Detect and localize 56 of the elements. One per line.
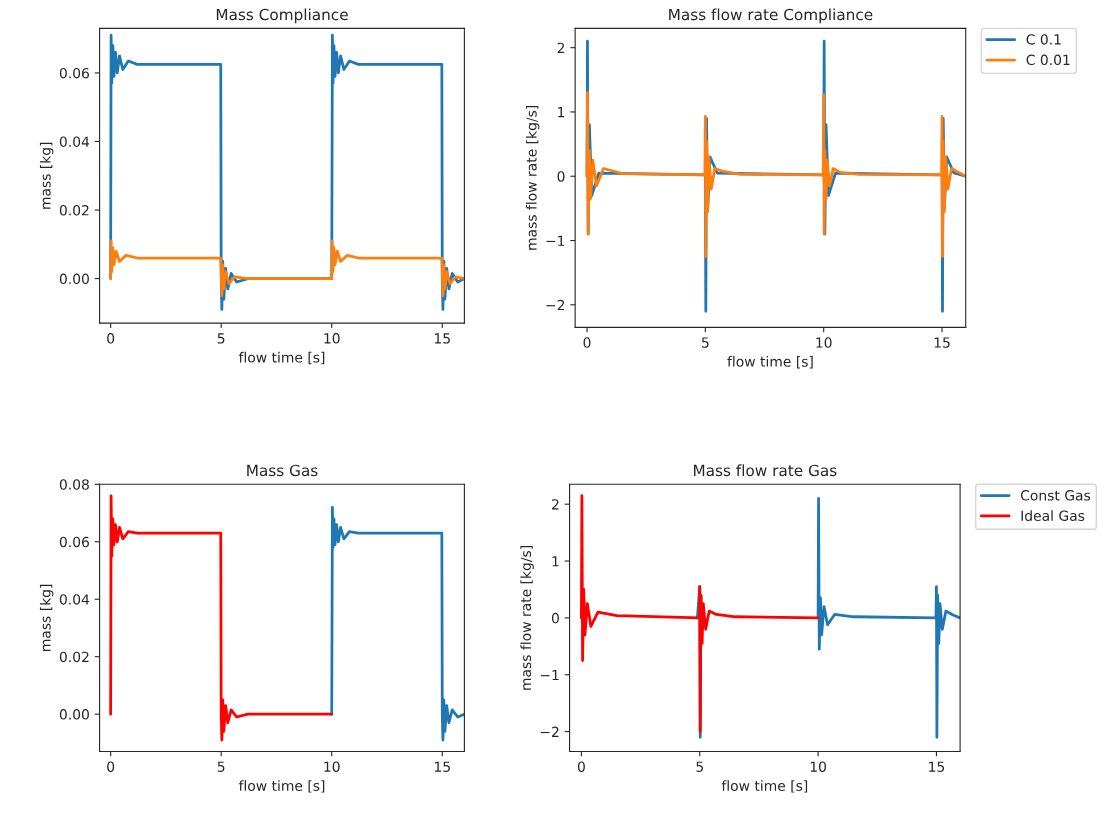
- y-axis-title: mass flow rate [kg/s]: [525, 105, 540, 250]
- y-tick-label: 0.02: [59, 205, 89, 216]
- x-tick-label: 0: [577, 761, 585, 772]
- y-tick-label: 0.08: [59, 479, 89, 490]
- line-series: [109, 494, 334, 742]
- x-tick-label: 15: [929, 761, 945, 772]
- x-tick-label: 10: [324, 333, 340, 344]
- y-tick-label: 0.04: [59, 136, 90, 147]
- line-series: [330, 505, 465, 742]
- y-tick-label: −1: [546, 235, 565, 246]
- x-axis-title: flow time [s]: [721, 780, 808, 793]
- y-axis-title: mass [kg]: [39, 584, 54, 651]
- y-tick-label: −2: [540, 726, 559, 737]
- y-axis-title: mass flow rate [kg/s]: [520, 546, 534, 690]
- y-tick-label: −1: [540, 669, 559, 681]
- y-tick-label: 1: [552, 556, 559, 567]
- x-tick-label: 0: [583, 337, 591, 348]
- y-axis-title: mass [kg]: [39, 142, 54, 209]
- y-tick-label: −2: [546, 299, 565, 311]
- line-series: [580, 494, 820, 733]
- x-axis-title: flow time [s]: [238, 780, 325, 793]
- y-tick-label: 0.00: [59, 273, 89, 285]
- x-tick-label: 5: [702, 337, 709, 348]
- x-tick-label: 10: [810, 761, 826, 772]
- chart-title: Mass Gas: [247, 464, 318, 477]
- y-tick-label: 0.06: [59, 67, 89, 79]
- y-tick-label: 0: [557, 171, 565, 182]
- x-tick-label: 15: [434, 761, 450, 772]
- x-tick-label: 10: [816, 337, 832, 348]
- y-tick-label: 2: [552, 499, 559, 510]
- y-tick-label: 0.00: [59, 709, 89, 720]
- x-tick-label: 15: [434, 333, 450, 344]
- chart-title: Mass flow rate Compliance: [669, 8, 873, 24]
- y-tick-label: 1: [558, 107, 565, 118]
- y-tick-label: 2: [557, 42, 565, 53]
- legend-label: C 0.1: [1026, 34, 1061, 45]
- x-tick-label: 10: [324, 761, 340, 772]
- x-tick-label: 0: [107, 761, 115, 772]
- y-tick-label: 0.06: [59, 536, 89, 548]
- chart-title: Mass flow rate Gas: [693, 464, 837, 477]
- line-series: [585, 91, 966, 258]
- x-tick-label: 15: [934, 337, 950, 348]
- x-tick-label: 5: [217, 761, 225, 772]
- legend-label: Ideal Gas: [1021, 510, 1085, 521]
- x-tick-label: 5: [217, 333, 225, 344]
- y-tick-label: 0: [551, 612, 559, 624]
- chart-title: Mass Compliance: [216, 8, 348, 24]
- legend-label: Const Gas: [1020, 490, 1091, 501]
- y-tick-label: 0.02: [59, 651, 89, 663]
- x-tick-label: 0: [107, 333, 115, 344]
- x-tick-label: 5: [696, 761, 703, 772]
- line-series: [109, 239, 465, 298]
- x-axis-title: flow time [s]: [727, 356, 813, 369]
- y-tick-label: 0.04: [59, 594, 90, 605]
- legend-label: C 0.01: [1026, 54, 1070, 66]
- x-axis-title: flow time [s]: [238, 351, 325, 365]
